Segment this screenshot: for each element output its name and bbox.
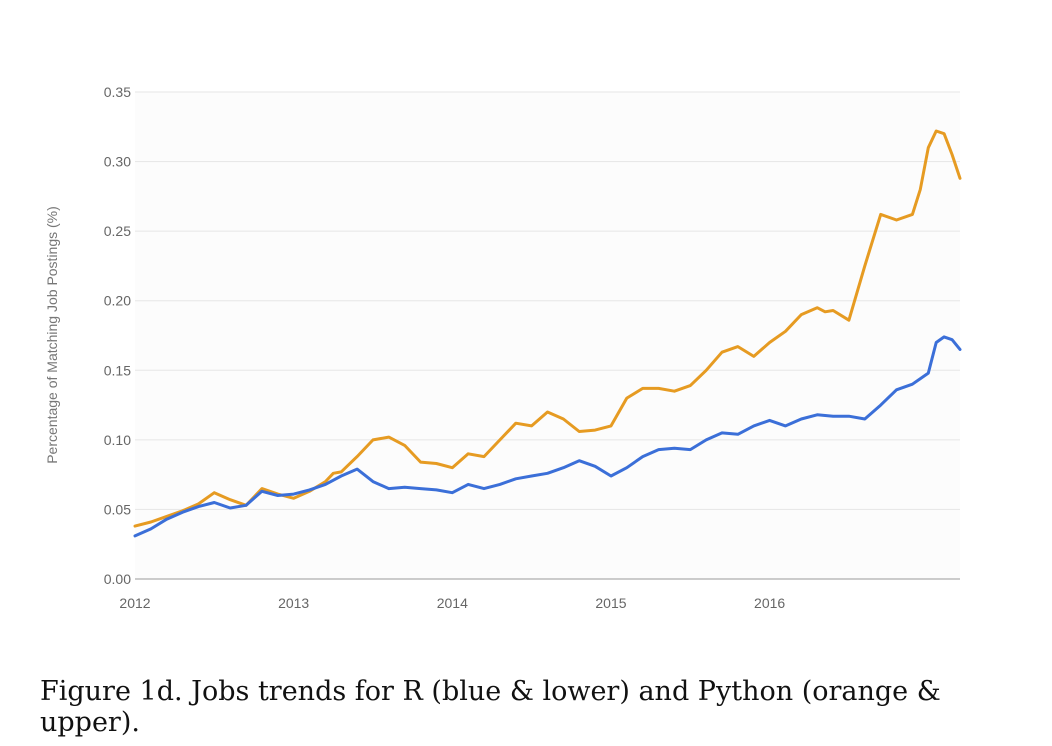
y-axis-title: Percentage of Matching Job Postings (%) <box>44 206 60 464</box>
x-tick-label: 2012 <box>119 595 150 611</box>
series-lines <box>133 129 962 538</box>
y-tick-label: 0.05 <box>104 501 131 517</box>
y-tick-label: 0.30 <box>104 154 131 170</box>
y-tick-label: 0.00 <box>104 571 131 587</box>
x-tick-label: 2014 <box>437 595 468 611</box>
y-tick-label: 0.20 <box>104 293 131 309</box>
figure-caption: Figure 1d. Jobs trends for R (blue & low… <box>40 676 941 738</box>
x-tick-label: 2015 <box>595 595 626 611</box>
y-axis-ticks: 0.00 0.05 0.10 0.15 0.20 0.25 0.30 0.35 <box>104 84 131 587</box>
x-tick-label: 2016 <box>754 595 785 611</box>
jobs-trend-chart: 0.000.050.100.150.200.250.300.35 2012 201… <box>44 84 962 611</box>
r-series-line <box>133 335 962 538</box>
python-series-line <box>133 129 962 528</box>
y-tick-label: 0.25 <box>104 223 131 239</box>
y-tick-label: 0.35 <box>104 84 131 100</box>
plot-area <box>135 92 960 579</box>
x-axis-ticks: 2012 2013 2014 2015 2016 <box>119 595 785 611</box>
y-tick-label: 0.15 <box>104 362 131 378</box>
grid-lines <box>135 91 960 510</box>
y-tick-label: 0.10 <box>104 432 131 448</box>
x-tick-label: 2013 <box>278 595 309 611</box>
